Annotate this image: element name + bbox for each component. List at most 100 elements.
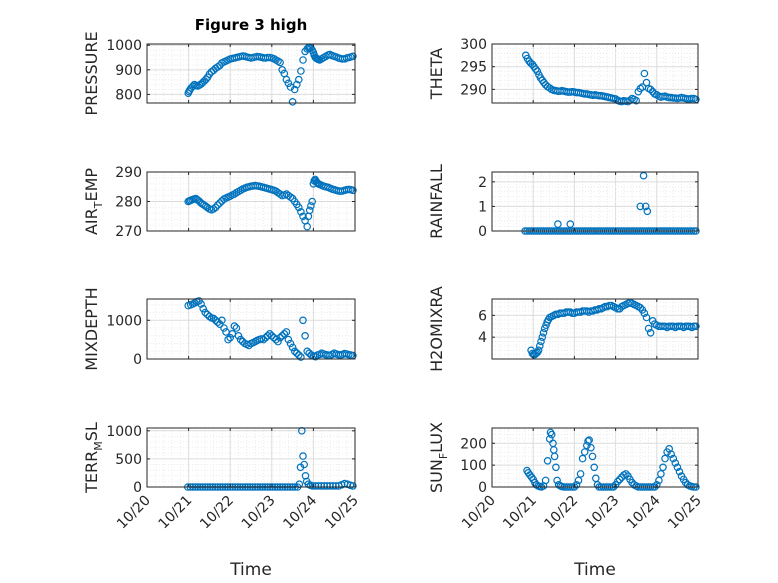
data-point — [267, 331, 276, 340]
markers — [184, 297, 357, 361]
data-point — [199, 304, 208, 313]
data-point — [216, 199, 224, 207]
data-point — [646, 85, 655, 94]
x-axis-label-left: Time — [229, 560, 272, 580]
data-point — [236, 335, 245, 344]
markers — [527, 298, 700, 359]
y-tick-label: 800 — [115, 87, 142, 103]
data-point — [213, 318, 222, 327]
y-axis-label: H2OMIXRA — [427, 286, 446, 372]
data-point — [671, 459, 680, 467]
data-point — [576, 470, 585, 478]
y-tick-label: 100 — [460, 458, 487, 474]
data-point — [209, 205, 218, 213]
data-point — [286, 339, 295, 348]
data-point — [299, 316, 307, 325]
y-tick-label: 1 — [478, 199, 487, 215]
data-point — [284, 335, 293, 344]
data-point — [197, 300, 205, 308]
data-point — [545, 84, 554, 92]
data-point — [305, 206, 314, 215]
data-point — [294, 203, 303, 212]
data-point — [292, 349, 301, 358]
data-point — [578, 454, 587, 463]
panel-air-temp: 270 280 290 AIRTEMP — [82, 165, 357, 240]
panel-theta: 290 295 300 THETA — [427, 37, 700, 106]
data-point — [299, 212, 307, 221]
data-point — [311, 352, 320, 361]
y-tick-label: 300 — [460, 37, 487, 53]
data-point — [615, 475, 624, 484]
data-point — [349, 482, 357, 490]
y-tick-label: 2 — [478, 175, 487, 191]
data-point — [232, 324, 241, 332]
data-point — [540, 324, 549, 333]
y-tick-label: 900 — [115, 63, 142, 79]
data-point — [299, 452, 307, 460]
y-tick-label: 0 — [133, 352, 142, 368]
y-tick-label: 290 — [115, 165, 142, 181]
data-point — [613, 477, 622, 486]
data-point — [538, 333, 547, 342]
data-point — [201, 308, 210, 317]
data-point — [566, 220, 575, 228]
data-point — [533, 67, 542, 76]
figure-title: Figure 3 high — [195, 16, 308, 34]
data-point — [537, 337, 545, 346]
y-axis-label: MIXDEPTH — [82, 287, 101, 370]
data-point — [692, 322, 700, 331]
data-point — [539, 328, 548, 337]
y-tick-label: 500 — [115, 452, 142, 468]
data-point — [641, 202, 650, 211]
data-point — [669, 454, 678, 463]
data-point — [590, 463, 599, 472]
data-point — [286, 193, 295, 201]
data-point — [552, 463, 560, 472]
data-point — [640, 69, 649, 78]
data-point — [636, 303, 645, 312]
data-point — [278, 331, 287, 340]
y-tick-label: 0 — [478, 224, 487, 240]
y-tick-label: 6 — [478, 308, 487, 324]
data-point — [534, 346, 543, 355]
data-point — [303, 222, 312, 231]
data-point — [657, 470, 665, 478]
plot-area — [147, 428, 355, 487]
data-point — [550, 452, 559, 461]
y-tick-label: 1000 — [106, 313, 142, 329]
data-point — [220, 324, 228, 332]
data-point — [652, 480, 661, 489]
data-point — [673, 463, 682, 472]
data-point — [209, 314, 218, 323]
y-tick-label: 4 — [478, 330, 487, 346]
y-axis-label: TERRMSL — [82, 422, 105, 494]
axes-box — [146, 298, 356, 360]
y-tick-label: 280 — [115, 195, 142, 211]
data-point — [300, 460, 309, 469]
y-axis-label: SUNFLUX — [427, 422, 450, 493]
data-point — [646, 328, 655, 337]
markers — [521, 51, 700, 106]
data-point — [667, 450, 676, 459]
plot-area — [147, 44, 355, 103]
plot-area — [147, 299, 355, 359]
data-point — [303, 347, 312, 356]
data-point — [675, 467, 684, 476]
data-point — [632, 96, 641, 105]
data-point — [543, 456, 552, 465]
grid — [146, 299, 356, 360]
data-point — [535, 342, 544, 350]
data-point — [687, 94, 696, 103]
data-point — [294, 75, 303, 84]
panel-rainfall: 0 1 2 RAINFALL — [427, 164, 700, 240]
data-point — [211, 203, 220, 212]
data-point — [297, 353, 305, 361]
data-point — [301, 471, 310, 480]
data-point — [276, 58, 284, 67]
data-point — [276, 333, 284, 342]
data-point — [265, 329, 274, 338]
data-point — [636, 202, 645, 211]
data-point — [547, 430, 556, 439]
data-point — [205, 312, 214, 321]
